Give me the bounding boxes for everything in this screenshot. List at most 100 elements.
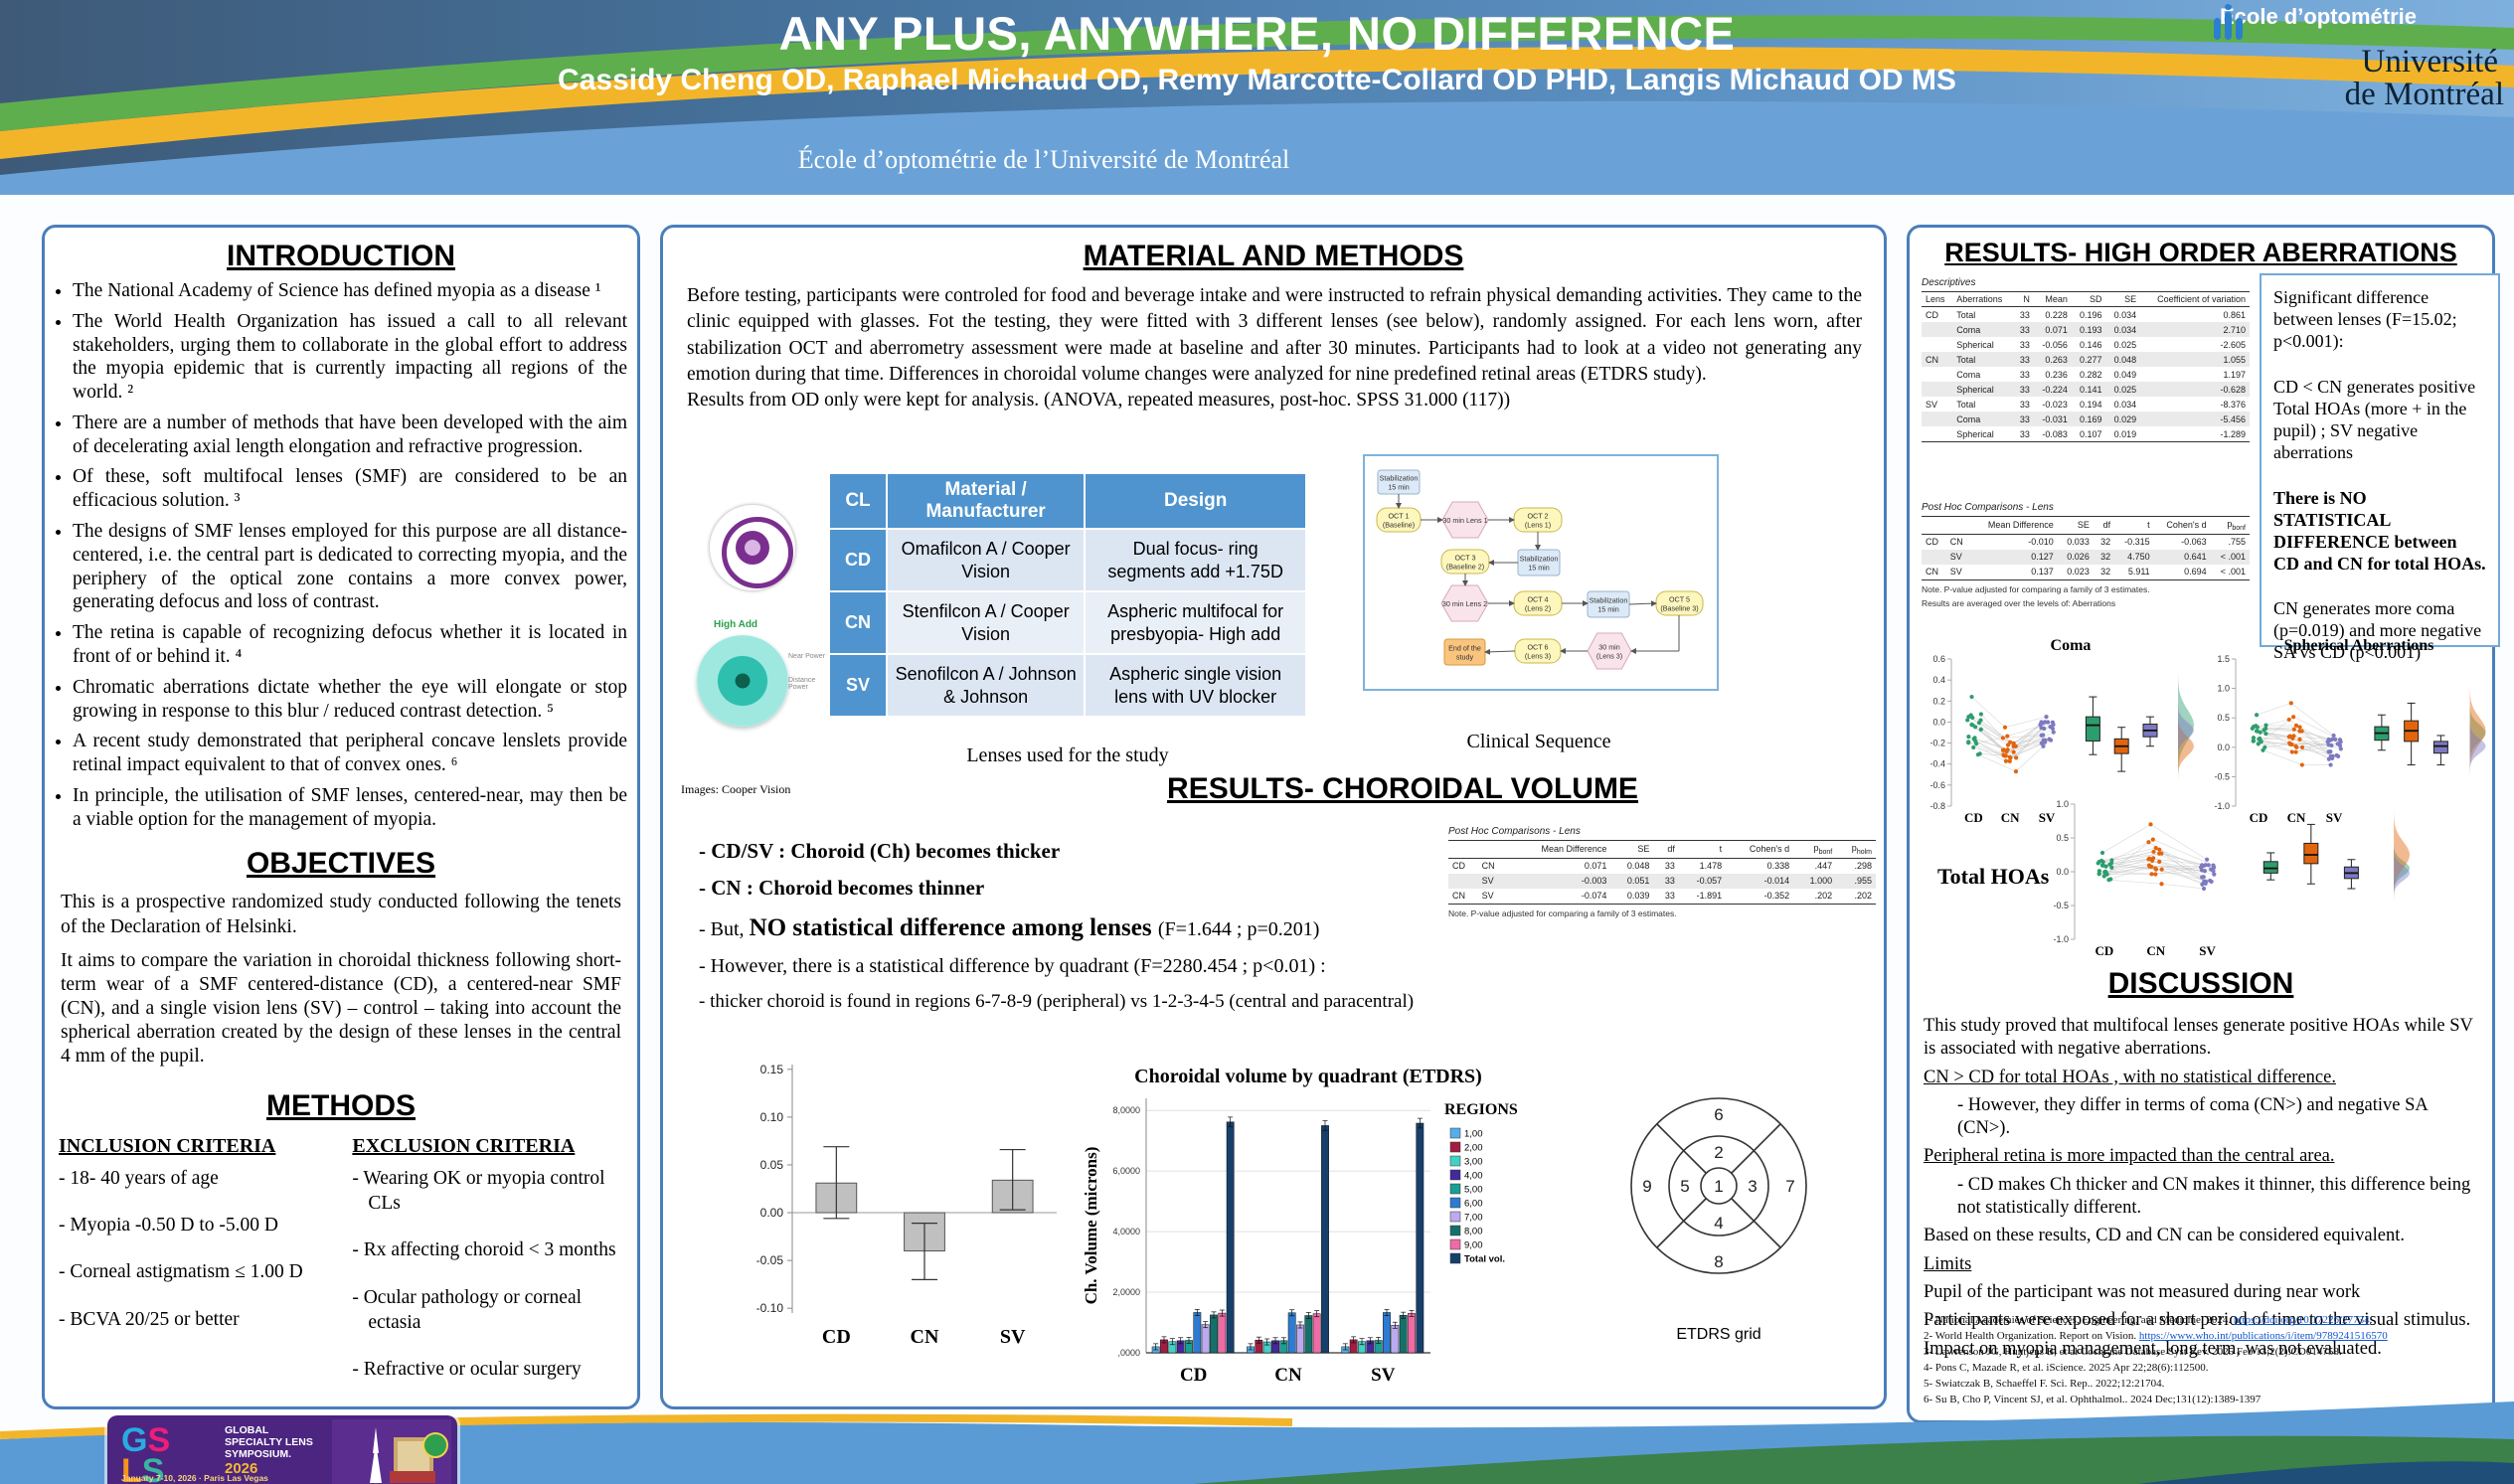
svg-text:9,00: 9,00 (1464, 1240, 1483, 1251)
hoa-descriptives-cell: 1.055 (2140, 352, 2250, 367)
choroidal-results-heading: RESULTS- CHOROIDAL VOLUME (1167, 772, 1638, 805)
svg-text:0.4: 0.4 (1932, 675, 1945, 685)
choroidal-posthoc-cell: 0.039 (1610, 888, 1654, 905)
svg-text:CN: CN (1274, 1365, 1302, 1386)
clinical-sequence-diagram: Stabilization 15 min OCT 1 (Baseline) 30 min… (1363, 454, 1719, 691)
etdrs-caption: ETDRS grid (1676, 1326, 1761, 1343)
exclusion-criteria-heading: EXCLUSION CRITERIA (352, 1134, 576, 1157)
svg-text:-1.0: -1.0 (2214, 801, 2230, 811)
hoa-descriptives-cell: Spherical (1952, 382, 2014, 397)
svg-text:0.0: 0.0 (2056, 867, 2069, 877)
svg-text:-0.5: -0.5 (2214, 771, 2230, 781)
hoa-posthoc-cell: 0.694 (2153, 564, 2211, 580)
svg-text:Choroidal volume by quadrant (: Choroidal volume by quadrant (ETDRS) (1134, 1066, 1482, 1087)
hoa-descriptives-cell: 0.228 (2045, 309, 2068, 320)
hoa-descriptives-cell: Total (1956, 399, 1976, 410)
poster-authors: Cassidy Cheng OD, Raphael Michaud OD, Re… (558, 64, 1956, 96)
spherical-aberrations-chart: Spherical Aberrations 1.5 1.0 0.5 0.0 -0.5 -1.… (2200, 635, 2488, 830)
flow-node-label: Stabilization (1520, 555, 1559, 564)
discussion-heading: DISCUSSION (2107, 967, 2294, 1000)
introduction-list: The National Academy of Science has defi… (73, 279, 627, 831)
hoa-descriptives-cell: 33 (2013, 352, 2034, 367)
hoa-descriptives-cell: Total (1952, 352, 2014, 367)
svg-text:0.0: 0.0 (2217, 742, 2230, 752)
flow-node-label: (Baseline 3) (1660, 604, 1698, 613)
exclusion-item: - Refractive or ocular surgery (352, 1359, 582, 1381)
hoa-descriptives-cell (1922, 337, 1952, 352)
hoa-descriptives-cell: 33 (2013, 426, 2034, 442)
exclusion-item: - Wearing OK or myopia control CLs (352, 1167, 605, 1214)
finding-paragraph: CN generates more coma (p=0.019) and mor… (2273, 598, 2482, 663)
reference-item: 6- Su B, Cho P, Vincent SJ, et al. Ophth… (1924, 1393, 2476, 1408)
choroidal-posthoc-cell: -0.057 (1678, 873, 1727, 889)
reference-text: 4- Pons C, Mazade R, et al. iScience. 20… (1924, 1361, 2209, 1374)
choroidal-posthoc-cell: -0.352 (1726, 888, 1794, 905)
hoa-posthoc-cell: 0.023 (2057, 564, 2094, 580)
gsls-year: 2026 (225, 1460, 258, 1478)
discussion-line: - However, they differ in terms of coma … (1957, 1094, 2428, 1139)
reference-link[interactable]: https://doi.org/10.17226/27734 (2233, 1314, 2370, 1326)
hoa-descriptives-cell: 0.034 (2105, 322, 2141, 337)
flow-node-label: OCT 1 (1388, 512, 1409, 521)
hoa-descriptives-row: CD Total 33 0.228 0.196 0.034 0.861 (1922, 307, 2250, 323)
inclusion-item: - BCVA 20/25 or better (59, 1308, 240, 1330)
hoa-descriptives-cell: CN (1922, 352, 1953, 367)
etdrs-region-3: 3 (1748, 1177, 1757, 1196)
total-hoas-label: Total HOAs (1937, 864, 2050, 889)
high-add-label: High Add (713, 619, 758, 630)
choroidal-posthoc-cell: SV (1477, 873, 1508, 889)
hoa-descriptives-cell: 0.194 (2079, 399, 2102, 410)
hoa-posthoc-cell: 0.026 (2057, 549, 2094, 565)
finding-paragraph: CD < CN generates positive Total HOAs (m… (2273, 376, 2476, 462)
choroidal-quadrant-chart: Choroidal volume by quadrant (ETDRS) Ch. … (1081, 1065, 1578, 1402)
hoa-descriptives-cell: 0.034 (2113, 399, 2137, 410)
choroidal-bullet-segment: - CN : Choroid becomes thinner (699, 876, 985, 901)
choroidal-posthoc-cell: 1.478 (1699, 861, 1723, 872)
gsls-logo-letters: GS LS (121, 1421, 171, 1484)
hoa-descriptives-row: SV Total 33 -0.023 0.194 0.034 -8.376 (1922, 397, 2250, 412)
hoa-descriptives-cell: 0.025 (2105, 382, 2141, 397)
udem-school-label: École d’optométrie (2220, 4, 2418, 29)
choroidal-bullet: - However, there is a statistical differ… (699, 954, 1454, 979)
lens-figure: High Add Near Power Distance Power Image… (681, 478, 830, 806)
flow-node-label: 30 min Lens 1 (1442, 516, 1487, 525)
choroidal-posthoc-header: Mean Difference (1507, 840, 1611, 859)
hoa-posthoc-row: SV 0.127 0.026 32 4.750 0.641 < .001 (1922, 549, 2250, 565)
near-power-annotation: Near Power (788, 653, 825, 660)
coma-chart: Coma 0.6 0.4 0.2 0.0 -0.2 -0.4 -0.6 -0.8 CD CN SV (1916, 635, 2196, 830)
hoa-posthoc-header: Cohen's d (2153, 516, 2211, 535)
flow-node-label: Stabilization (1590, 596, 1628, 605)
hoa-descriptives-cell: 0.048 (2105, 352, 2141, 367)
reference-text: 3- Lawrenson JG, Huntjens B, et al Cochr… (1924, 1345, 2342, 1358)
hoa-descriptives-cell: 0.193 (2071, 322, 2106, 337)
choroidal-bullet-segment: - But, (699, 917, 750, 940)
flow-node-label: (Lens 3) (1596, 652, 1622, 661)
hoa-descriptives-cell: -5.456 (2140, 412, 2250, 426)
hoa-descriptives-cell: 0.236 (2045, 369, 2068, 380)
reference-link[interactable]: https://www.who.int/publications/i/item/… (2138, 1329, 2388, 1342)
hoa-posthoc-header: SE (2057, 516, 2094, 535)
hoa-descriptives-header: Mean (2033, 291, 2072, 307)
objectives-text: This is a prospective randomized study c… (45, 891, 637, 1069)
choroidal-bullet: - CN : Choroid becomes thinner (699, 875, 1454, 901)
svg-text:SV: SV (1371, 1365, 1396, 1386)
hoa-posthoc-header-row: Mean Difference SE df t Cohen's d pbonf (1922, 516, 2250, 535)
svg-text:-0.05: -0.05 (756, 1253, 784, 1267)
inclusion-criteria-list: - 18- 40 years of age - Myopia -0.50 D to… (59, 1166, 352, 1332)
hoa-posthoc-cell (1922, 549, 1946, 565)
hoa-results-panel: RESULTS- HIGH ORDER ABERRATIONS Descript… (1907, 225, 2500, 1423)
hoa-posthoc-cell: -0.063 (2181, 537, 2207, 548)
hoa-descriptives-row: CN Total 33 0.263 0.277 0.048 1.055 (1922, 352, 2250, 367)
svg-text:3,00: 3,00 (1464, 1157, 1483, 1168)
hoa-posthoc-cell: CN (1922, 564, 1946, 580)
hoa-descriptives-cell: Coma (1952, 412, 2014, 426)
svg-text:6,00: 6,00 (1464, 1199, 1483, 1210)
lens-table-cell: CD (828, 528, 888, 592)
hoa-descriptives-cell (1922, 367, 1952, 382)
svg-text:0.10: 0.10 (760, 1110, 784, 1124)
choroidal-posthoc-cell: 0.048 (1626, 861, 1650, 872)
hoa-posthoc-table: Post Hoc Comparisons - Lens Mean Differen… (1922, 502, 2250, 608)
choroidal-bullet: - CD/SV : Choroid (Ch) becomes thicker (699, 838, 1454, 864)
inclusion-item: - 18- 40 years of age (59, 1167, 219, 1189)
hoa-descriptives-cell: 33 (2013, 382, 2034, 397)
